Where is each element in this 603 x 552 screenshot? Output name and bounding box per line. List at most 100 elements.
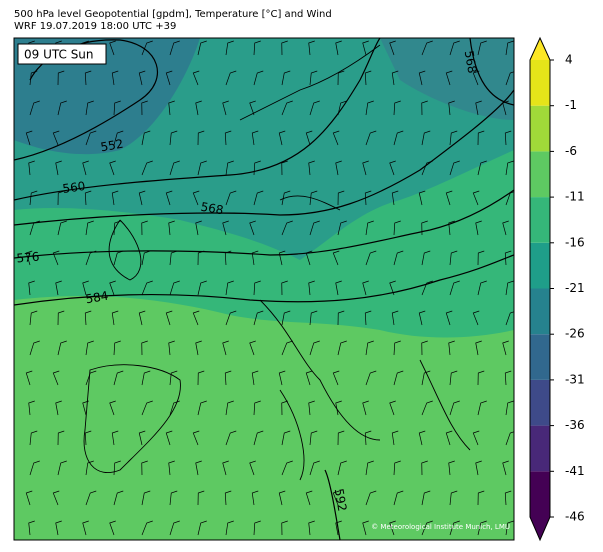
colorbar-band — [530, 334, 550, 380]
contour — [14, 189, 514, 259]
wind-barb — [305, 250, 313, 266]
wind-barb — [113, 130, 124, 146]
wind-barb — [278, 250, 286, 266]
wind-barb — [225, 70, 237, 86]
wind-barb — [169, 370, 178, 386]
wind-barb — [249, 220, 256, 236]
wind-barb — [365, 460, 374, 476]
colorbar-tick-label: 4 — [565, 53, 573, 67]
wind-barb — [225, 400, 234, 416]
wind-barb — [421, 40, 433, 56]
wind-barb — [224, 250, 232, 266]
wind-barb — [332, 370, 340, 386]
wind-barb — [449, 400, 460, 416]
wind-barb — [477, 160, 487, 176]
wind-barb — [281, 310, 291, 326]
wind-barb — [365, 340, 374, 356]
wind-barb — [281, 40, 288, 56]
wind-barb — [29, 460, 40, 476]
wind-barb — [421, 220, 428, 236]
wind-barb — [141, 160, 153, 176]
wind-barb — [109, 280, 116, 296]
wind-barb — [449, 160, 460, 176]
contour-label: 552 — [99, 137, 124, 155]
wind-barb — [85, 100, 94, 116]
wind-barb — [28, 280, 35, 296]
wind-barb — [332, 130, 340, 146]
wind-barb — [364, 310, 372, 326]
wind-barb — [197, 520, 207, 536]
wind-barb — [281, 430, 291, 446]
wind-barb — [477, 40, 487, 56]
wind-barb — [109, 40, 116, 56]
contour-label: 576 — [16, 250, 40, 266]
map — [14, 38, 514, 540]
wind-barb — [502, 100, 509, 116]
wind-barb — [222, 340, 229, 356]
wind-barb — [445, 190, 453, 206]
wind-barb — [52, 370, 60, 386]
wind-barb — [393, 130, 404, 146]
wind-barb — [421, 130, 431, 146]
wind-barb — [393, 460, 401, 476]
wind-barb — [335, 160, 342, 176]
wind-barb — [28, 160, 35, 176]
wind-barb — [82, 160, 89, 176]
wind-barb — [222, 220, 229, 236]
wind-barb — [393, 340, 401, 356]
wind-barb — [475, 220, 482, 236]
wind-barb — [308, 520, 315, 536]
wind-barb — [475, 340, 482, 356]
wind-barb — [418, 190, 426, 206]
wind-barb — [281, 460, 293, 476]
colorbar-band — [530, 151, 550, 198]
wind-barb — [29, 70, 38, 86]
wind-barb — [55, 160, 62, 176]
colorbar-tick-label: -21 — [565, 281, 585, 295]
contour-label: 568 — [462, 49, 480, 74]
wind-barb — [225, 190, 237, 206]
wind-barb — [253, 70, 264, 86]
wind-barb — [109, 520, 116, 536]
wind-barb — [29, 310, 38, 326]
wind-barb — [449, 490, 458, 506]
wind-barb — [84, 70, 92, 86]
wind-barb — [472, 310, 480, 326]
wind-barb — [332, 250, 340, 266]
wind-barb — [389, 160, 396, 176]
wind-barb — [502, 340, 509, 356]
colorbar-tick-label: -16 — [565, 235, 585, 249]
wind-barb — [111, 70, 119, 86]
wind-barb — [365, 370, 377, 386]
wind-barb — [393, 250, 404, 266]
wind-barb — [251, 490, 259, 506]
wind-barb — [169, 130, 178, 146]
wind-barb — [165, 310, 173, 326]
wind-barb — [141, 220, 148, 236]
wind-barb — [169, 490, 178, 506]
wind-barb — [421, 100, 428, 116]
wind-barb — [197, 400, 207, 416]
wind-barb — [309, 220, 320, 236]
colorbar-tick-label: -26 — [565, 327, 585, 341]
wind-barb — [308, 160, 315, 176]
wind-barb — [502, 220, 509, 236]
contour-label: 592 — [332, 487, 350, 512]
wind-barb — [169, 160, 180, 176]
wind-barb — [225, 310, 237, 326]
wind-barb — [224, 490, 232, 506]
wind-barb — [113, 340, 121, 356]
wind-barb — [472, 430, 480, 446]
wind-barb — [141, 100, 148, 116]
wind-barb — [195, 100, 202, 116]
wind-barb — [505, 71, 514, 86]
wind-barb — [362, 40, 369, 56]
wind-barb — [25, 250, 33, 266]
wind-barb — [138, 430, 146, 446]
wind-barb — [251, 370, 259, 386]
wind-barb — [225, 40, 234, 56]
wind-barb — [305, 370, 313, 386]
wind-barb — [141, 460, 148, 476]
wind-barb — [418, 70, 426, 86]
credit: © Meteorological Institute Munich, LMU — [371, 523, 510, 531]
